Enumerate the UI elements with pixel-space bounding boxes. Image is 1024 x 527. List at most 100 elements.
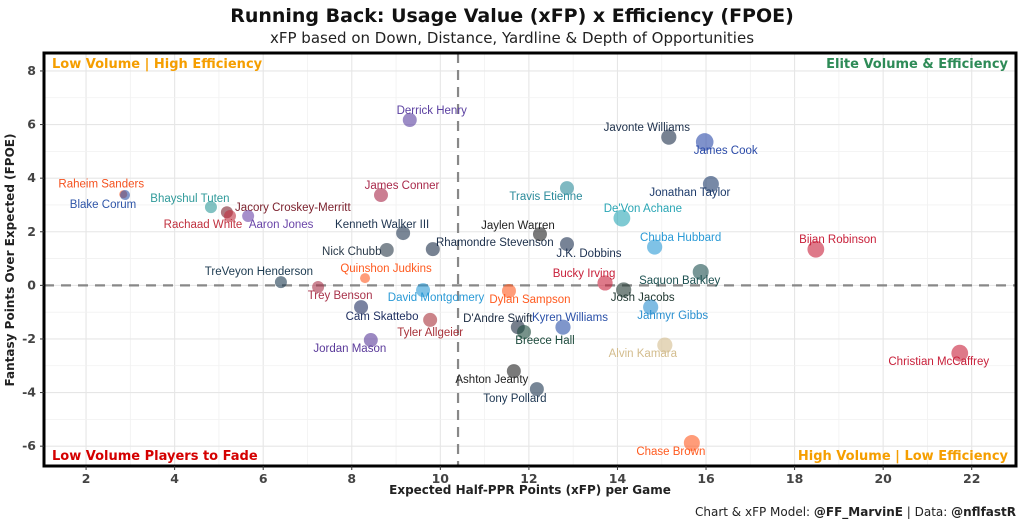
x-tick-label: 10	[432, 471, 450, 486]
data-point	[223, 209, 236, 222]
data-point	[616, 282, 632, 298]
y-tick-label: 6	[27, 117, 36, 132]
data-handle: @nflfastR	[951, 505, 1016, 519]
point-label: Dylan Sampson	[489, 294, 570, 306]
point-label: Saquon Barkley	[639, 275, 720, 287]
point-label: Bhayshul Tuten	[150, 193, 229, 205]
plot-border	[42, 51, 1018, 468]
data-point	[532, 227, 547, 242]
point-label: Chuba Hubbard	[640, 232, 721, 244]
data-point	[120, 190, 131, 201]
x-tick-label: 20	[874, 471, 892, 486]
y-tick-label: -6	[22, 438, 36, 453]
point-label: Tyler Allgeier	[397, 327, 463, 339]
data-point	[402, 113, 417, 128]
data-point	[597, 275, 613, 291]
y-tick-label: 0	[27, 277, 36, 292]
data-point	[204, 201, 217, 214]
grid	[44, 53, 1017, 466]
point-label: Trey Benson	[308, 290, 373, 302]
data-point	[379, 242, 394, 257]
point-label: Raheim Sanders	[58, 178, 144, 190]
point-label: Tony Pollard	[483, 393, 546, 405]
data-point	[416, 283, 431, 298]
x-tick-label: 2	[82, 471, 91, 486]
x-tick-label: 22	[963, 471, 980, 486]
data-point	[555, 319, 571, 335]
point-label: Breece Hall	[515, 335, 574, 347]
point-label: Aaron Jones	[249, 219, 314, 231]
chart-title: Running Back: Usage Value (xFP) x Effici…	[230, 5, 794, 27]
credit-handle: @FF_MarvinE	[814, 505, 903, 520]
point-label: David Montgomery	[388, 292, 485, 304]
point-label: Ashton Jeanty	[455, 374, 528, 386]
quadrant-label: High Volume | Low Efficiency	[798, 449, 1009, 464]
point-label: Rachaad White	[164, 219, 243, 231]
point-label: Kyren Williams	[532, 312, 608, 324]
point-label: Jahmyr Gibbs	[637, 310, 708, 322]
point-label: Derrick Henry	[397, 105, 468, 117]
point-label: Josh Jacobs	[611, 292, 675, 304]
y-tick-label: 8	[27, 63, 36, 78]
footer-credit: Chart & xFP Model: @FF_MarvinE | Data: @…	[695, 505, 1016, 520]
point-label: TreVeyon Henderson	[205, 266, 313, 278]
points: Raheim Sanders Blake Corum Bhayshul Tuten J…	[58, 105, 989, 458]
data-point	[529, 382, 544, 397]
x-tick-label: 12	[520, 471, 537, 486]
data-point	[396, 226, 411, 241]
point-label: Alvin Kamara	[609, 348, 678, 360]
data-point	[517, 324, 532, 339]
data-point	[360, 273, 371, 284]
x-tick-label: 16	[697, 471, 715, 486]
point-label: Nick Chubb	[322, 246, 381, 258]
data-point	[559, 181, 574, 196]
point-label: Jonathan Taylor	[649, 187, 730, 199]
point-label: Travis Etienne	[509, 191, 582, 203]
data-point	[695, 133, 714, 151]
data-point	[613, 209, 631, 227]
quadrant-label: Elite Volume & Efficiency	[826, 57, 1008, 72]
data-point	[501, 283, 516, 298]
point-label: Javonte Williams	[604, 122, 691, 134]
x-tick-label: 6	[259, 471, 268, 486]
data-point	[242, 209, 255, 222]
point-label: Quinshon Judkins	[340, 263, 432, 275]
data-point	[425, 242, 440, 257]
data-point	[423, 312, 438, 327]
x-tick-label: 8	[347, 471, 356, 486]
data-point	[274, 276, 287, 289]
point-label: Bijan Robinson	[799, 234, 876, 246]
y-tick-label: 2	[27, 224, 36, 239]
axis-ticks: 2 4 6 8 10 12 14 16 18 20 22 -6 -4 -2 0 2 4 6 8	[22, 63, 980, 486]
data-point	[683, 434, 700, 451]
data-point	[559, 237, 574, 252]
data-point	[643, 299, 659, 315]
data-point	[661, 129, 677, 145]
y-tick-label: -2	[22, 331, 36, 346]
data-point	[692, 263, 709, 280]
x-tick-label: 4	[170, 471, 179, 486]
quadrant-label: Low Volume Players to Fade	[52, 449, 258, 464]
point-label: Cam Skattebo	[346, 311, 419, 323]
data-point	[807, 240, 825, 258]
x-tick-label: 18	[786, 471, 803, 486]
data-point	[363, 333, 378, 348]
data-point	[951, 344, 969, 362]
point-label: J.K. Dobbins	[556, 248, 621, 260]
point-label: Chase Brown	[636, 446, 705, 458]
data-point	[312, 280, 325, 293]
y-tick-label: -4	[22, 385, 36, 400]
point-label: Christian McCaffrey	[888, 356, 989, 368]
x-axis-label: Expected Half-PPR Points (xFP) per Game	[389, 483, 671, 497]
data-point	[354, 300, 369, 315]
point-label: Jacory Croskey-Merritt	[235, 202, 351, 214]
point-label: Rhamondre Stevenson	[436, 237, 554, 249]
reference-lines	[44, 53, 1016, 466]
point-label: James Cook	[694, 145, 758, 157]
y-tick-label: 4	[27, 170, 36, 185]
data-point	[702, 176, 719, 193]
quadrant-labels: Low Volume | High Efficiency Elite Volume…	[52, 57, 1009, 464]
chart-subtitle: xFP based on Down, Distance, Yardline & …	[270, 29, 754, 47]
point-label: James Conner	[365, 180, 440, 192]
